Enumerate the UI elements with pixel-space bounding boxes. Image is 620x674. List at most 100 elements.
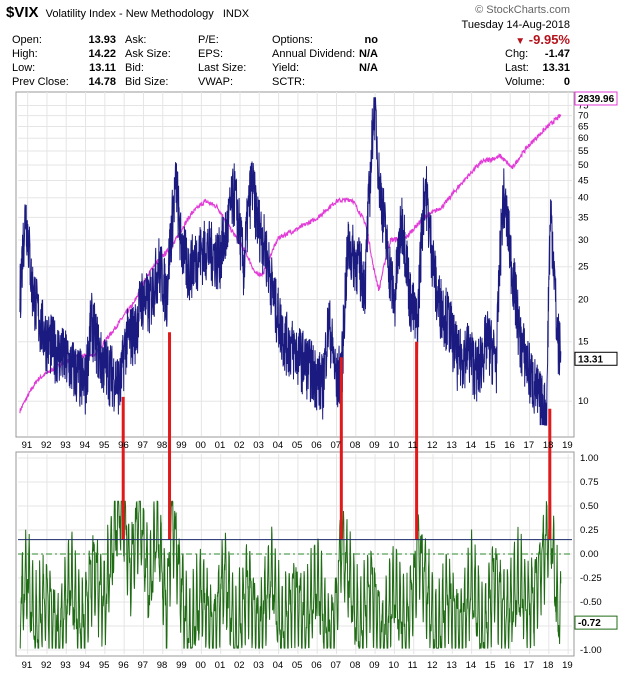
reference-lines	[18, 539, 572, 555]
indicator-panel-frame	[15, 451, 575, 657]
y-tick-label: 0.75	[580, 477, 599, 488]
x-tick-label: 10	[388, 660, 399, 671]
vwap-label: VWAP:	[198, 76, 234, 88]
x-tick-label: 09	[369, 440, 380, 451]
x-tick-label: 17	[524, 440, 535, 451]
x-tick-label: 05	[292, 440, 303, 451]
x-tick-label: 11	[408, 440, 418, 451]
x-axis-lower: 91 92 93 94 95 96 97 98 99 00 01 02 03 04 05 06 07 08 09 10…	[22, 660, 573, 671]
y-tick-label: 0.25	[580, 525, 599, 536]
x-tick-label: 05	[292, 660, 303, 671]
vix-last-tag-text: 13.31	[578, 354, 603, 365]
x-tick-label: 10	[388, 440, 399, 451]
x-tick-label: 91	[22, 660, 33, 671]
x-tick-label: 18	[543, 440, 554, 451]
ask-size-label: Ask Size:	[125, 48, 171, 60]
x-tick-label: 08	[350, 440, 361, 451]
x-tick-label: 14	[466, 440, 477, 451]
sctr-label: SCTR:	[272, 76, 305, 88]
low-label: Low:	[12, 62, 36, 74]
x-tick-label: 98	[157, 440, 168, 451]
x-tick-label: 93	[60, 440, 71, 451]
x-tick-label: 98	[157, 660, 168, 671]
pe-label: P/E:	[198, 34, 219, 46]
y-tick-label: -0.25	[580, 573, 602, 584]
x-tick-label: 19	[562, 660, 573, 671]
change-pct-value: -9.95%	[528, 32, 570, 47]
y-tick-label: 20	[578, 294, 589, 305]
last-label: Last:	[505, 62, 529, 74]
y-tick-label: 40	[578, 193, 589, 204]
x-tick-label: 02	[234, 660, 245, 671]
x-tick-label: 11	[408, 660, 418, 671]
y-tick-label: 45	[578, 175, 589, 186]
x-tick-label: 94	[80, 660, 91, 671]
y-tick-label: 30	[578, 235, 589, 246]
x-tick-label: 00	[195, 660, 206, 671]
x-tick-label: 06	[311, 660, 322, 671]
x-tick-label: 97	[137, 660, 148, 671]
y-tick-label: 1.00	[580, 453, 599, 464]
x-tick-label: 92	[41, 660, 52, 671]
x-tick-label: 00	[195, 440, 206, 451]
x-tick-label: 96	[118, 440, 129, 451]
instrument-name: Volatility Index - New Methodology	[45, 8, 214, 20]
spx-tag-box	[574, 91, 618, 106]
vix-series	[19, 97, 562, 426]
x-tick-label: 13	[446, 660, 457, 671]
x-tick-label: 09	[369, 660, 380, 671]
volume-value: 0	[563, 76, 570, 88]
yield-value: N/A	[359, 62, 378, 74]
x-tick-label: 92	[41, 440, 52, 451]
prev-close-label: Prev Close:	[12, 76, 69, 88]
y-tick-label: 0.50	[580, 501, 599, 512]
spx-line	[19, 114, 562, 414]
correlation-series	[19, 500, 562, 650]
x-tick-label: 15	[485, 660, 496, 671]
x-tick-label: 97	[137, 440, 148, 451]
brand-logo: © StockCharts.com	[475, 4, 570, 16]
down-triangle-icon: ▼	[515, 36, 526, 47]
y-tick-label: 0.00	[580, 549, 599, 560]
y-tick-label: 65	[578, 121, 589, 132]
x-tick-label: 17	[524, 660, 535, 671]
x-tick-label: 93	[60, 660, 71, 671]
x-tick-label: 02	[234, 440, 245, 451]
x-tick-label: 13	[446, 440, 457, 451]
x-tick-label: 06	[311, 440, 322, 451]
y-tick-label: -0.50	[580, 597, 602, 608]
open-value: 13.93	[88, 34, 116, 46]
chart-title: $VIX Volatility Index - New Methodology …	[6, 4, 249, 21]
x-tick-label: 15	[485, 440, 496, 451]
spx-overlay	[19, 114, 562, 414]
vix-last-tag-box	[574, 351, 618, 366]
x-tick-label: 99	[176, 660, 187, 671]
x-tick-label: 04	[273, 660, 284, 671]
y-tick-label: 10	[578, 396, 589, 407]
x-tick-label: 99	[176, 440, 187, 451]
x-tick-label: 04	[273, 440, 284, 451]
x-tick-label: 91	[22, 440, 33, 451]
x-tick-label: 12	[427, 440, 438, 451]
x-tick-label: 95	[99, 660, 110, 671]
x-tick-label: 16	[504, 440, 515, 451]
options-value: no	[364, 34, 378, 46]
x-tick-label: 07	[331, 440, 342, 451]
y-tick-label: 55	[578, 146, 589, 157]
exchange: INDX	[222, 8, 250, 20]
y-tick-label: 50	[578, 160, 589, 171]
chg-value: -1.47	[544, 48, 570, 60]
corr-last-tag-text: -0.72	[578, 618, 601, 629]
y-tick-label: 75	[578, 100, 589, 111]
x-tick-label: 07	[331, 660, 342, 671]
x-tick-label: 12	[427, 660, 438, 671]
yield-label: Yield:	[272, 62, 300, 74]
value-tags: 2839.96 13.31 -0.72	[574, 91, 618, 630]
volume-label: Volume:	[505, 76, 545, 88]
price-panel-frame	[15, 91, 575, 438]
x-tick-label: 18	[543, 660, 554, 671]
correlation-line	[19, 500, 562, 650]
